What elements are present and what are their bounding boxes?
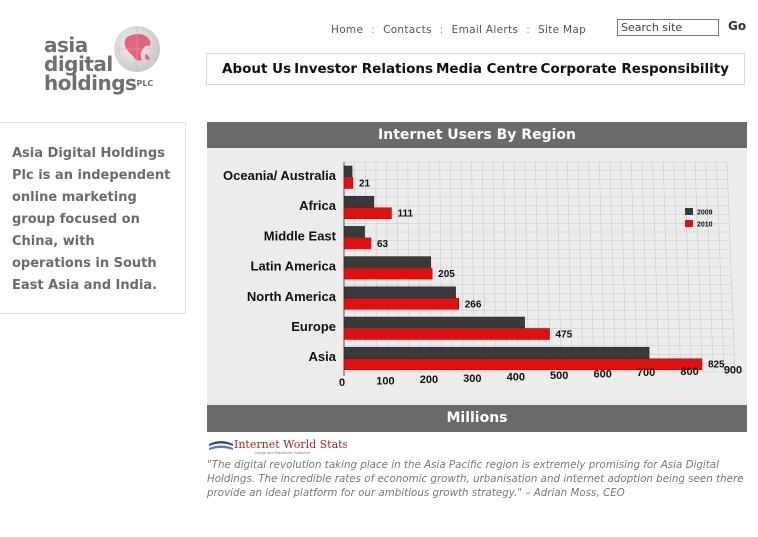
bar-2010 [343, 267, 433, 280]
link-email-alerts[interactable]: Email Alerts [451, 24, 519, 36]
logo-suffix: PLC [136, 79, 154, 88]
nav-corporate-responsibility[interactable]: Corporate Responsibility [540, 61, 729, 77]
logo-line-3: holdings [44, 71, 137, 95]
chart-title: Internet Users By Region [207, 122, 747, 148]
x-tick-label: 700 [637, 367, 655, 379]
source-logo-tagline: Usage and Population Statistics [255, 451, 310, 455]
x-tick-label: 200 [420, 374, 438, 386]
bar-2010 [343, 207, 392, 219]
bar-2010 [343, 358, 703, 370]
logo-line-1: asia [44, 33, 88, 57]
data-label: 111 [397, 209, 413, 220]
link-contacts[interactable]: Contacts [383, 24, 432, 36]
search-input[interactable] [617, 19, 719, 36]
ceo-quote: "The digital revolution taking place in … [207, 459, 744, 499]
category-label: Asia [309, 349, 337, 364]
legend-label: 2010 [697, 222, 713, 229]
bar-2009 [343, 226, 365, 238]
bar-2009 [343, 316, 525, 329]
main-nav: About Us Investor Relations Media Centre… [206, 53, 745, 85]
category-label: Oceania/ Australia [223, 168, 337, 183]
x-tick-label: 600 [593, 369, 611, 381]
logo-wordmark: asia digital holdingsPLC [44, 33, 154, 95]
data-label: 21 [359, 179, 371, 190]
legend-swatch [685, 208, 693, 215]
data-label: 205 [438, 269, 455, 280]
data-label: 825 [708, 360, 725, 371]
link-home[interactable]: Home [331, 24, 364, 36]
bar-2010 [343, 237, 372, 250]
utility-nav: Home: Contacts: Email Alerts: Site Map [331, 24, 586, 36]
bar-2010 [343, 298, 459, 310]
bar-chart: Oceania/ Australia 21 Africa 111 Middle East… [223, 161, 742, 389]
x-tick-label: 900 [724, 364, 742, 376]
nav-about-us[interactable]: About Us [222, 61, 292, 77]
category-label: North America [247, 289, 337, 304]
separator: : [526, 24, 531, 36]
bar-2009 [343, 346, 650, 359]
company-logo[interactable]: asia digital holdingsPLC [44, 24, 164, 108]
category-label: Africa [299, 198, 337, 213]
globe-icon [114, 26, 160, 72]
logo-line-2: digital [44, 52, 113, 76]
nav-investor-relations[interactable]: Investor Relations [294, 61, 434, 77]
internet-world-stats-logo[interactable]: Internet World Stats Usage and Populatio… [207, 437, 347, 457]
legend-swatch [685, 220, 693, 227]
separator: : [439, 24, 444, 36]
bar-2010 [343, 177, 354, 189]
x-tick-label: 100 [376, 376, 394, 388]
category-label: Middle East [264, 228, 337, 243]
company-description: Asia Digital Holdings Plc is an independ… [12, 146, 171, 293]
data-label: 475 [555, 330, 572, 341]
chart-axis-label: Millions [207, 405, 747, 432]
bar-2010 [343, 328, 550, 340]
x-tick-label: 0 [339, 377, 345, 389]
sidebar-panel [0, 122, 186, 314]
bar-2009 [343, 286, 456, 299]
x-tick-label: 400 [507, 371, 525, 383]
data-label: 266 [465, 299, 482, 310]
bar-2009 [343, 195, 375, 208]
link-site-map[interactable]: Site Map [538, 24, 587, 36]
search-go-button[interactable]: Go [728, 19, 747, 33]
data-label: 63 [377, 239, 389, 250]
x-tick-label: 500 [550, 370, 568, 382]
category-label: Latin America [251, 259, 337, 274]
category-label: Europe [291, 319, 336, 334]
source-logo-name: Internet World Stats [234, 438, 347, 451]
bar-2009 [343, 256, 432, 268]
legend-label: 2009 [697, 210, 713, 217]
x-tick-label: 300 [463, 373, 481, 385]
separator: : [371, 24, 376, 36]
nav-media-centre[interactable]: Media Centre [435, 61, 538, 77]
x-tick-label: 800 [680, 366, 698, 378]
bar-2009 [343, 165, 353, 178]
chart-area: Oceania/ Australia 21 Africa 111 Middle East… [207, 148, 747, 405]
